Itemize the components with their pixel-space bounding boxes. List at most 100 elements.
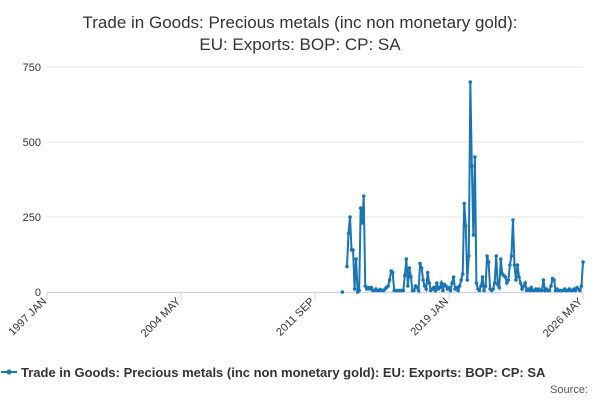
data-point [412, 288, 416, 293]
data-point [480, 275, 485, 279]
data-point [468, 80, 473, 84]
data-point [433, 288, 438, 293]
data-point [483, 284, 488, 288]
data-point [517, 275, 521, 279]
data-point [473, 155, 477, 159]
data-point [448, 288, 453, 293]
data-point [361, 194, 366, 198]
data-point [390, 270, 395, 275]
data-point [386, 284, 390, 288]
data-point [369, 285, 374, 290]
data-point [419, 266, 424, 270]
data-point [415, 285, 419, 290]
data-point [354, 257, 358, 261]
data-point [579, 284, 584, 288]
x-tick-label: 2004 MAY [139, 295, 184, 340]
data-point [463, 224, 468, 228]
data-point [431, 285, 436, 290]
source: Source: [550, 384, 588, 396]
data-point [573, 288, 578, 293]
data-point [581, 260, 585, 264]
data-point [451, 275, 456, 279]
data-point [459, 278, 463, 282]
data-point [466, 254, 471, 258]
data-point [424, 287, 428, 291]
data-point [540, 288, 544, 293]
data-point [351, 248, 355, 252]
data-point [409, 275, 413, 279]
chart-title: Trade in Goods: Precious metals (inc non… [83, 13, 518, 32]
data-point [482, 288, 486, 293]
data-point [454, 285, 459, 290]
data-point [578, 288, 582, 293]
data-point [486, 260, 491, 264]
data-point [407, 266, 412, 270]
data-point [404, 257, 409, 261]
data-point [492, 281, 497, 285]
data-point [512, 263, 517, 267]
data-point [509, 254, 514, 258]
data-point [529, 285, 534, 290]
data-point [439, 281, 444, 285]
data-point [514, 278, 518, 282]
data-point [470, 164, 474, 168]
y-tick-label: 500 [23, 137, 41, 149]
data-point [340, 290, 345, 294]
data-point [358, 206, 363, 210]
data-point [520, 287, 524, 291]
data-point [549, 284, 553, 288]
data-point [444, 284, 448, 288]
data-point [474, 281, 479, 285]
legend-marker [6, 369, 12, 375]
data-point [447, 285, 451, 290]
x-tick-label: 2026 MAY [541, 295, 586, 340]
data-point [345, 264, 349, 269]
data-point [462, 201, 467, 206]
data-point [491, 287, 495, 291]
data-point [360, 221, 365, 225]
data-point [352, 287, 357, 291]
data-point [518, 281, 523, 285]
data-point [403, 273, 407, 278]
data-point [441, 288, 445, 293]
data-point [521, 284, 526, 288]
data-point [541, 278, 546, 282]
x-tick-label: 2011 SEP [274, 296, 317, 339]
data-point [515, 263, 520, 267]
y-tick-label: 750 [23, 62, 41, 74]
data-point [416, 288, 421, 293]
data-point [348, 215, 352, 219]
x-tick-label: 2019 JAN [408, 296, 451, 339]
data-point [511, 218, 515, 222]
data-point [435, 281, 439, 285]
y-tick-label: 250 [23, 212, 41, 224]
x-tick-label: 1997 JAN [6, 296, 49, 339]
data-point [418, 261, 422, 266]
data-point [456, 288, 460, 293]
data-point [494, 254, 499, 258]
data-point [485, 254, 489, 258]
data-point [497, 285, 502, 290]
data-point [357, 288, 361, 293]
data-point [457, 284, 462, 288]
data-point [425, 270, 430, 275]
data-point [460, 272, 465, 276]
data-point [552, 278, 556, 282]
data-point [506, 278, 511, 282]
y-tick-label: 0 [35, 287, 41, 299]
series-line [345, 81, 584, 295]
data-point [421, 278, 425, 282]
data-point [471, 233, 476, 237]
data-point [438, 285, 442, 290]
data-point [505, 281, 509, 285]
data-point [503, 275, 508, 279]
data-point [401, 288, 406, 293]
data-point [479, 284, 483, 288]
chart-title: EU: Exports: BOP: CP: SA [199, 35, 401, 54]
data-point [477, 288, 482, 293]
data-point [523, 281, 527, 285]
data-point [450, 281, 454, 285]
data-point [547, 288, 552, 293]
data-point [498, 257, 503, 261]
